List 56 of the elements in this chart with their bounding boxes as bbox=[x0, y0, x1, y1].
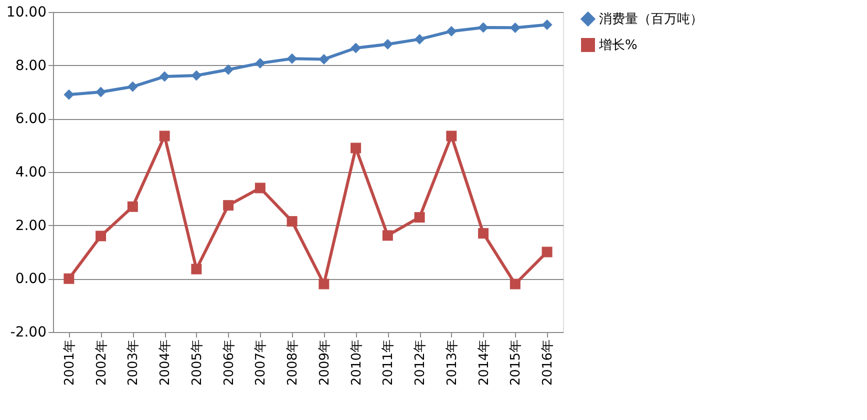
y-tick-label: 10.00 bbox=[6, 4, 46, 20]
x-tick-label: 2015年 bbox=[508, 340, 524, 386]
x-tick-label: 2010年 bbox=[349, 340, 364, 386]
y-tick-label: 8.00 bbox=[15, 58, 46, 74]
point bbox=[286, 216, 298, 227]
point bbox=[510, 278, 520, 290]
x-tick-label: 2001年 bbox=[62, 340, 78, 386]
point bbox=[159, 130, 170, 142]
point bbox=[478, 228, 489, 239]
point bbox=[159, 71, 170, 82]
x-tick-label: 2011年 bbox=[381, 340, 396, 386]
point bbox=[127, 81, 138, 92]
x-tick-label: 2013年 bbox=[444, 340, 460, 386]
x-tick-label: 2005年 bbox=[190, 340, 205, 386]
x-tick-label: 2008年 bbox=[286, 340, 301, 386]
x-tick-label: 2003年 bbox=[126, 340, 142, 386]
point bbox=[191, 70, 202, 81]
point bbox=[318, 278, 330, 290]
x-tick-label: 2002年 bbox=[94, 340, 110, 386]
point bbox=[510, 22, 520, 33]
point bbox=[542, 20, 552, 30]
point bbox=[446, 26, 457, 36]
point bbox=[414, 34, 425, 44]
point bbox=[127, 201, 138, 212]
point bbox=[64, 89, 74, 100]
point bbox=[64, 273, 74, 284]
point bbox=[254, 182, 266, 194]
x-tick-label: 2014年 bbox=[476, 340, 492, 386]
y-tick-label: 2.00 bbox=[15, 218, 46, 234]
y-tick-label: -2.00 bbox=[10, 324, 46, 340]
x-tick-label: 2012年 bbox=[413, 340, 428, 386]
point bbox=[414, 212, 425, 223]
y-tick-label: 6.00 bbox=[15, 111, 46, 128]
point bbox=[96, 230, 106, 242]
x-tick-label: 2004年 bbox=[158, 340, 174, 386]
x-tick-label: 2007年 bbox=[254, 340, 269, 386]
point bbox=[96, 86, 106, 98]
point bbox=[382, 230, 393, 241]
y-tick-label: 4.00 bbox=[15, 164, 46, 180]
legend-label: 消费量（百万吨） bbox=[599, 12, 703, 27]
point bbox=[318, 54, 330, 64]
legend-label: 增长% bbox=[598, 38, 638, 53]
point bbox=[223, 200, 234, 211]
point bbox=[446, 130, 457, 142]
point bbox=[254, 58, 266, 68]
x-tick-label: 2006年 bbox=[222, 340, 237, 386]
point bbox=[350, 142, 362, 154]
x-tick-label: 2009年 bbox=[317, 340, 332, 386]
point bbox=[382, 39, 393, 50]
y-tick-label: 0.00 bbox=[15, 271, 46, 288]
point bbox=[542, 246, 552, 258]
point bbox=[350, 42, 362, 54]
point bbox=[286, 53, 298, 64]
point bbox=[223, 64, 234, 75]
x-tick-label: 2016年 bbox=[540, 340, 556, 386]
point bbox=[191, 264, 202, 274]
